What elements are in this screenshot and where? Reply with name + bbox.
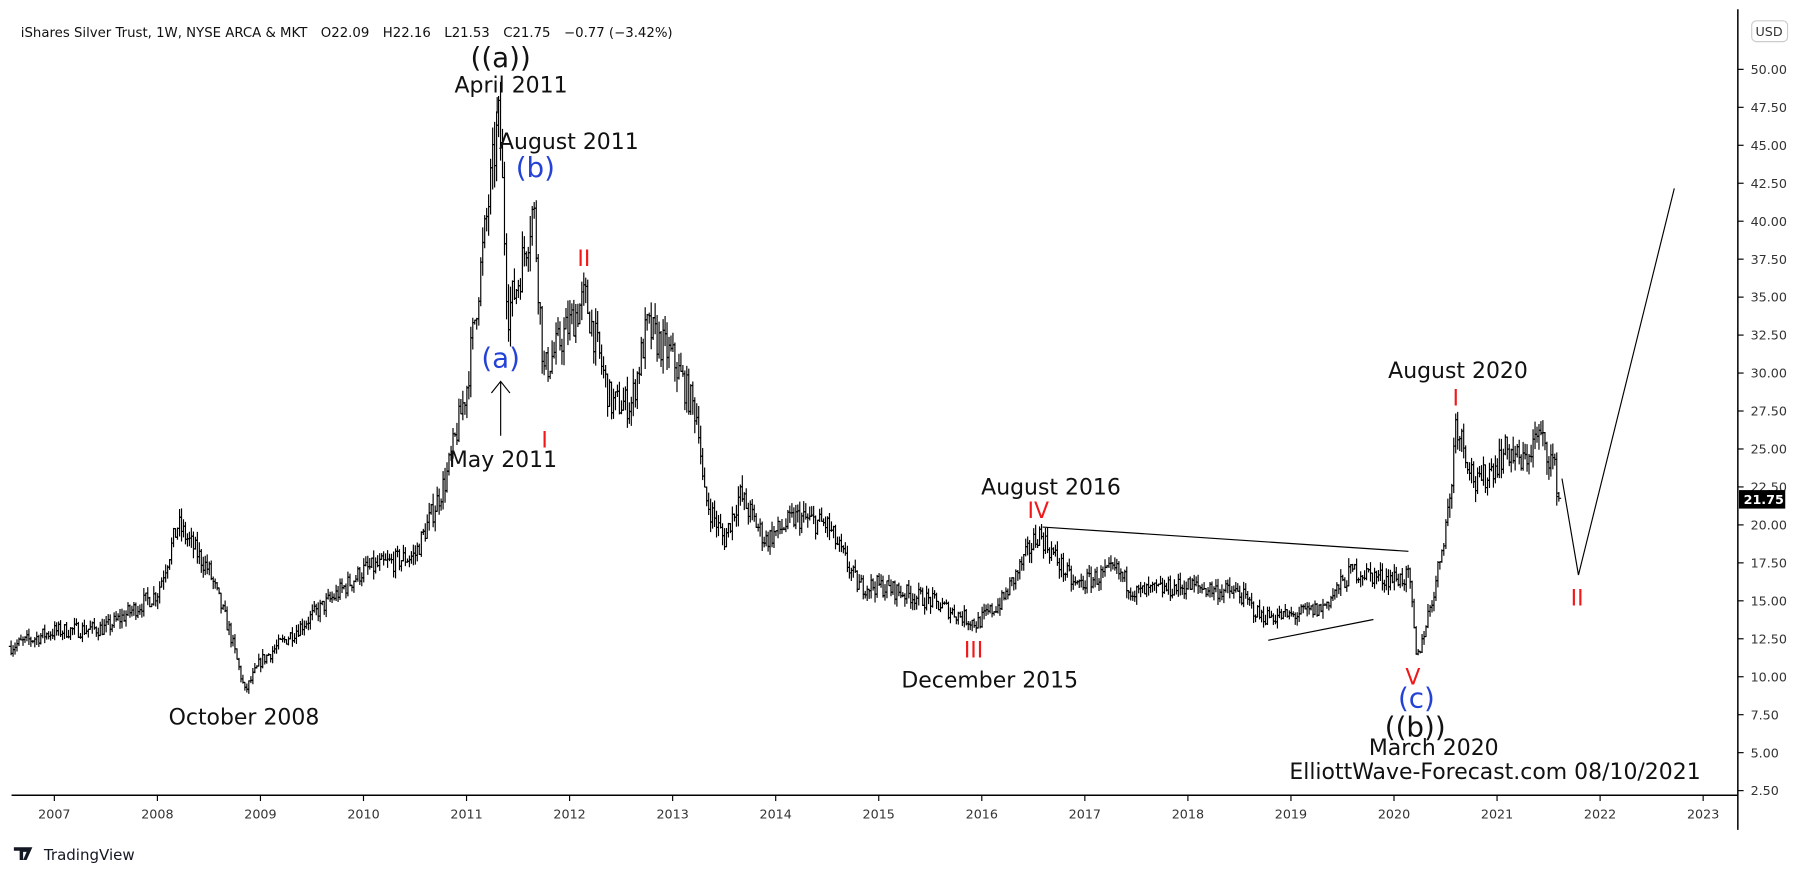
wave-label-v: V bbox=[1405, 665, 1420, 690]
label-august-2016: August 2016 bbox=[981, 476, 1121, 501]
wave-label-b: (b) bbox=[516, 151, 555, 184]
y-tick-label: 50.00 bbox=[1751, 62, 1787, 77]
currency-button[interactable]: USD bbox=[1751, 20, 1789, 43]
projection-path[interactable] bbox=[1561, 188, 1675, 576]
x-tick-label: 2012 bbox=[553, 806, 585, 821]
wave-label-ii-2012: II bbox=[577, 247, 590, 272]
label-may-2011: May 2011 bbox=[449, 448, 557, 473]
wave-label-iii: III bbox=[964, 639, 983, 664]
trendline[interactable] bbox=[1042, 526, 1409, 552]
ohlc-close: C21.75 bbox=[503, 26, 550, 41]
ohlc-high: H22.16 bbox=[383, 26, 431, 41]
y-tick-label: 5.00 bbox=[1751, 745, 1779, 760]
x-tick-label: 2007 bbox=[38, 806, 70, 821]
y-tick-label: 7.50 bbox=[1751, 707, 1779, 722]
price-bars bbox=[8, 81, 1562, 694]
x-tick-label: 2017 bbox=[1069, 806, 1101, 821]
ohlc-change: −0.77 (−3.42%) bbox=[564, 26, 673, 41]
y-tick-label: 27.50 bbox=[1751, 404, 1787, 419]
x-tick-label: 2008 bbox=[141, 806, 173, 821]
label-august-2020: August 2020 bbox=[1388, 359, 1528, 384]
y-tick-label: 10.00 bbox=[1751, 669, 1787, 684]
drawing-lines bbox=[1042, 188, 1675, 641]
label-december-2015: December 2015 bbox=[901, 669, 1078, 694]
wave-label-ii-projection: II bbox=[1571, 587, 1584, 612]
x-tick-label: 2022 bbox=[1584, 806, 1616, 821]
label-march-2020: March 2020 bbox=[1369, 736, 1499, 761]
y-tick-label: 2.50 bbox=[1751, 783, 1779, 798]
x-axis[interactable]: 2007 2008 2009 2010 2011 2012 2013 2014 2015 2016… bbox=[38, 795, 1719, 821]
ohlc-low: L21.53 bbox=[444, 26, 489, 41]
x-tick-label: 2010 bbox=[347, 806, 379, 821]
y-tick-label: 20.00 bbox=[1751, 518, 1787, 533]
label-august-2011: August 2011 bbox=[499, 130, 639, 155]
price-bar bbox=[218, 592, 224, 614]
y-tick-label: 45.00 bbox=[1751, 138, 1787, 153]
x-tick-label: 2016 bbox=[966, 806, 998, 821]
y-tick-label: 12.50 bbox=[1751, 631, 1787, 646]
currency-label: USD bbox=[1755, 24, 1782, 39]
tradingview-logo[interactable]: TradingView bbox=[13, 846, 135, 864]
elliottwave-watermark: ElliottWave-Forecast.com 08/10/2021 bbox=[1289, 760, 1700, 785]
tradingview-logo-icon bbox=[13, 847, 33, 860]
x-tick-label: 2020 bbox=[1378, 806, 1410, 821]
x-tick-label: 2021 bbox=[1481, 806, 1513, 821]
x-tick-label: 2019 bbox=[1275, 806, 1307, 821]
y-tick-label: 30.00 bbox=[1751, 366, 1787, 381]
last-price-tag: 21.75 bbox=[1739, 490, 1786, 509]
chart-legend-title: iShares Silver Trust, 1W, NYSE ARCA & MK… bbox=[21, 26, 673, 41]
x-tick-label: 2011 bbox=[450, 806, 482, 821]
wave-label-i-2020: I bbox=[1452, 387, 1458, 412]
wave-label-c: (c) bbox=[1398, 681, 1435, 714]
last-price-text: 21.75 bbox=[1744, 492, 1784, 507]
wave-label-iv: IV bbox=[1028, 499, 1050, 524]
wave-label-a-double: ((a)) bbox=[471, 41, 531, 74]
label-april-2011: April 2011 bbox=[455, 73, 568, 98]
y-tick-label: 42.50 bbox=[1751, 176, 1787, 191]
price-bar bbox=[1556, 492, 1562, 502]
y-tick-label: 40.00 bbox=[1751, 214, 1787, 229]
wave-label-a: (a) bbox=[481, 342, 520, 375]
y-tick-label: 35.00 bbox=[1751, 290, 1787, 305]
arrow-up-icon bbox=[490, 380, 511, 436]
x-tick-label: 2023 bbox=[1687, 806, 1719, 821]
symbol-title: iShares Silver Trust, 1W, NYSE ARCA & MK… bbox=[21, 26, 308, 41]
label-october-2008: October 2008 bbox=[169, 706, 320, 731]
y-tick-label: 25.00 bbox=[1751, 442, 1787, 457]
x-tick-label: 2014 bbox=[760, 806, 792, 821]
y-tick-label: 37.50 bbox=[1751, 252, 1787, 267]
x-tick-label: 2015 bbox=[863, 806, 895, 821]
y-tick-label: 17.50 bbox=[1751, 555, 1787, 570]
y-tick-label: 47.50 bbox=[1751, 100, 1787, 115]
y-tick-label: 32.50 bbox=[1751, 328, 1787, 343]
tradingview-logo-text: TradingView bbox=[43, 846, 135, 864]
x-tick-label: 2018 bbox=[1172, 806, 1204, 821]
wave-label-i-2011: I bbox=[541, 428, 547, 453]
y-tick-label: 15.00 bbox=[1751, 593, 1787, 608]
ohlc-open: O22.09 bbox=[321, 26, 369, 41]
trendline[interactable] bbox=[1268, 618, 1374, 641]
x-tick-label: 2009 bbox=[244, 806, 276, 821]
y-axis[interactable]: 50.00 47.50 45.00 42.50 40.00 37.50 35.00 32.50… bbox=[1737, 62, 1787, 798]
wave-label-b-double: ((b)) bbox=[1385, 710, 1446, 743]
x-tick-label: 2013 bbox=[656, 806, 688, 821]
